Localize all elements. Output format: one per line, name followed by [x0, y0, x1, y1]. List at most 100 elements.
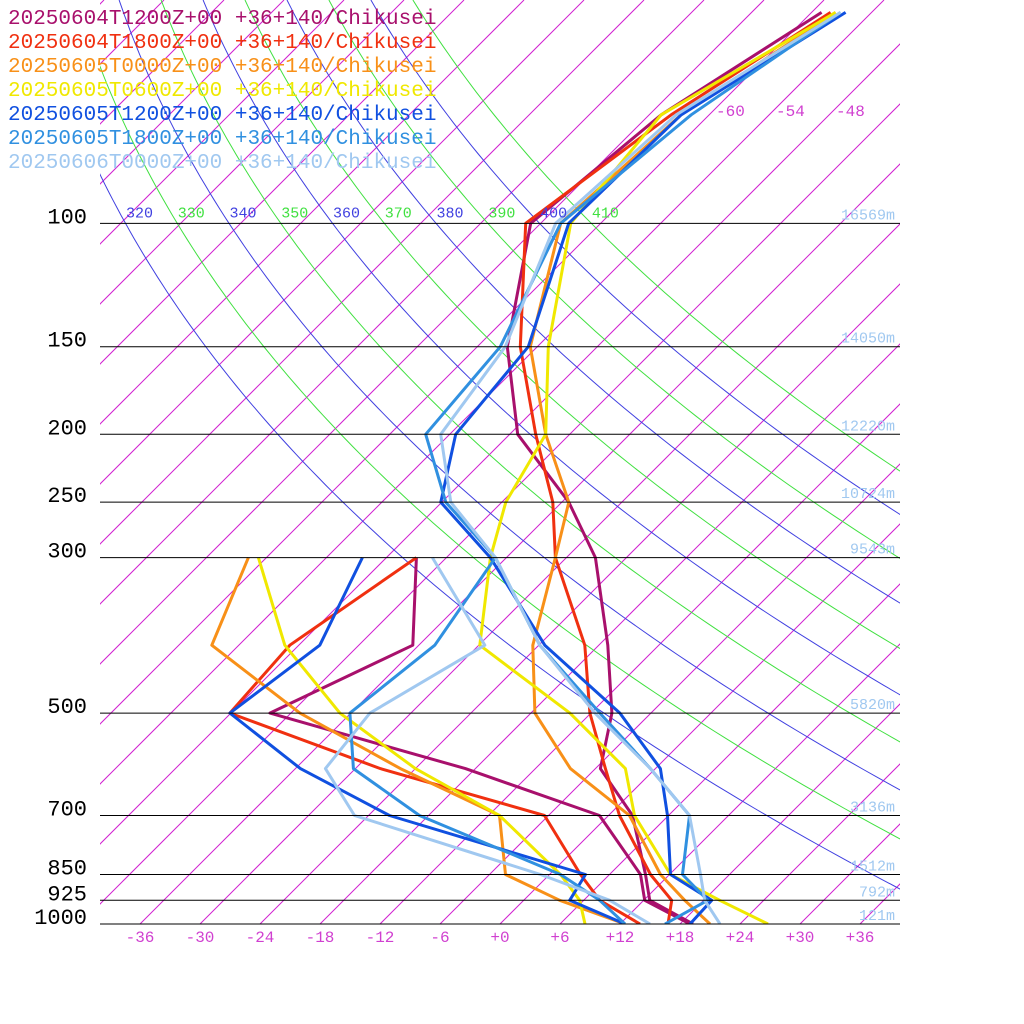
isotherm [100, 0, 825, 725]
isotherm [100, 0, 705, 605]
x-tick-label: +0 [490, 929, 509, 947]
isotherm [559, 583, 900, 924]
isotherm-label: -48 [836, 103, 865, 121]
temperature-line [528, 11, 837, 924]
isentrope-label: 410 [592, 205, 619, 222]
dewpoint-line [228, 556, 626, 924]
isotherm-label: -60 [716, 103, 745, 121]
isentrope [244, 0, 900, 650]
isentrope-label: 370 [385, 205, 412, 222]
isotherm [739, 763, 900, 924]
profiles [210, 11, 847, 924]
dewpoint-line [210, 557, 626, 924]
isentrope [202, 0, 900, 696]
isentrope-label: 390 [488, 205, 515, 222]
isotherm [499, 523, 900, 924]
x-tick-label: -12 [366, 929, 395, 947]
height-label: 16569m [841, 207, 895, 224]
dewpoint-line [268, 557, 691, 924]
height-label: 10724m [841, 486, 895, 503]
x-tick-label: -24 [246, 929, 275, 947]
isentrope [160, 0, 900, 743]
isotherm [679, 703, 900, 924]
grid [100, 0, 900, 924]
x-tick-label: +30 [786, 929, 815, 947]
x-tick-label: -18 [306, 929, 335, 947]
x-tick-label: +36 [846, 929, 875, 947]
y-tick-label: 200 [47, 416, 87, 441]
legend-entry: 20250605T1800Z+00 +36+140/Chikusei [8, 128, 436, 151]
isentrope-label: 330 [178, 205, 205, 222]
legend-entry: 20250605T0600Z+00 +36+140/Chikusei [8, 80, 436, 103]
isentrope [286, 0, 900, 604]
legend-entry: 20250604T1200Z+00 +36+140/Chikusei [8, 8, 436, 31]
height-label: 1512m [850, 859, 895, 876]
isentrope-label: 340 [230, 205, 257, 222]
dewpoint-line [256, 557, 587, 924]
isotherm [100, 0, 645, 545]
dewpoint-line [323, 556, 651, 924]
temperature-line [439, 11, 842, 924]
height-label: 14050m [841, 331, 895, 348]
isotherm [439, 463, 900, 924]
isotherm [319, 343, 900, 924]
legend-entry: 20250605T1200Z+00 +36+140/Chikusei [8, 104, 436, 127]
height-label: 121m [859, 908, 895, 925]
legend-entry: 20250604T1800Z+00 +36+140/Chikusei [8, 32, 436, 55]
temperature-line [478, 11, 837, 924]
isentrope-label: 320 [126, 205, 153, 222]
isotherm [100, 0, 465, 365]
isotherm [100, 0, 285, 185]
y-tick-label: 700 [47, 797, 87, 822]
x-tick-label: -36 [126, 929, 155, 947]
isentrope-label: 400 [540, 205, 567, 222]
isentrope [100, 65, 900, 840]
isentrope-label: 350 [281, 205, 308, 222]
y-tick-label: 500 [47, 695, 87, 720]
x-tick-label: -30 [186, 929, 215, 947]
temperature-line [518, 11, 832, 924]
labels: -36 -30 -24 -18 -12 -6 +0 +6 +12 +18 +24 +30 +36 -60 -… [8, 8, 900, 947]
y-tick-label: 150 [47, 329, 87, 354]
isentrope [328, 0, 900, 559]
y-tick-label: 850 [47, 857, 87, 882]
isotherm-label: -54 [776, 103, 805, 121]
isotherm [100, 0, 525, 425]
isentrope [370, 0, 900, 516]
x-tick-label: +18 [666, 929, 695, 947]
isotherm [619, 643, 900, 924]
isotherm [100, 43, 900, 845]
isotherm [259, 283, 900, 924]
isentrope [100, 173, 900, 890]
height-label: 3136m [850, 799, 895, 816]
isotherm [859, 883, 900, 924]
y-tick-label: 925 [47, 882, 87, 907]
temperature-line [505, 11, 823, 924]
x-tick-label: +12 [606, 929, 635, 947]
isotherm [100, 0, 765, 665]
isentrope-label: 380 [437, 205, 464, 222]
isotherm [100, 0, 345, 245]
isentrope [412, 0, 900, 472]
height-label: 792m [859, 884, 895, 901]
dewpoint-line [348, 556, 627, 924]
x-tick-label: +6 [550, 929, 569, 947]
isotherm [799, 823, 900, 924]
legend-entry: 20250605T0000Z+00 +36+140/Chikusei [8, 56, 436, 79]
y-tick-label: 1000 [34, 906, 87, 931]
x-tick-label: -6 [430, 929, 449, 947]
isotherm [100, 0, 885, 785]
isotherm [379, 403, 900, 924]
isentrope-label: 360 [333, 205, 360, 222]
height-label: 5820m [850, 697, 895, 714]
y-tick-label: 100 [47, 205, 87, 230]
y-tick-label: 300 [47, 540, 87, 565]
height-label: 12220m [841, 418, 895, 435]
isotherm [100, 0, 405, 305]
height-label: 9543m [850, 542, 895, 559]
legend-entry: 20250606T0000Z+00 +36+140/Chikusei [8, 152, 436, 175]
y-tick-label: 250 [47, 484, 87, 509]
x-tick-label: +24 [726, 929, 755, 947]
isotherm [139, 163, 900, 924]
